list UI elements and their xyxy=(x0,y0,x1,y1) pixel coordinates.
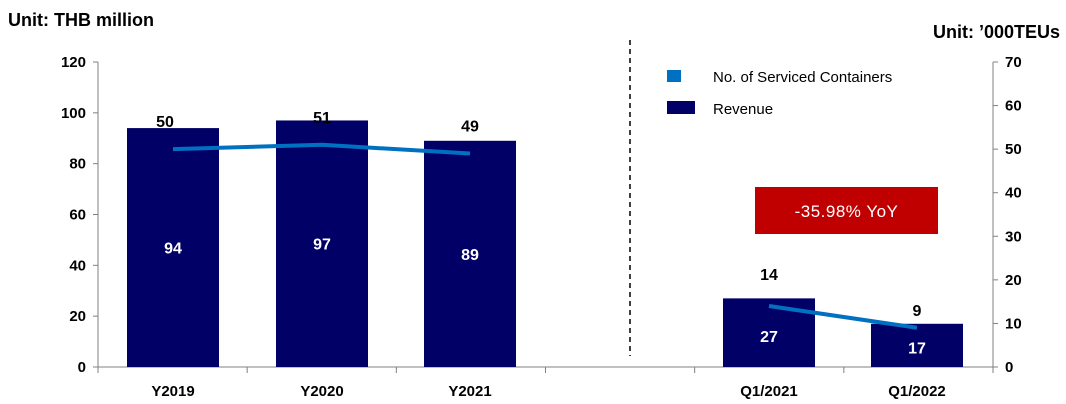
right-tick-label: 20 xyxy=(1005,272,1022,289)
legend-label-containers: No. of Serviced Containers xyxy=(713,69,892,86)
category-label: Q1/2022 xyxy=(888,383,946,400)
revenue-value-label: 27 xyxy=(760,329,778,346)
left-tick-label: 80 xyxy=(69,156,86,173)
revenue-bar xyxy=(276,120,368,367)
containers-line-segment xyxy=(768,304,918,330)
right-tick-label: 70 xyxy=(1005,54,1022,71)
yoy-callout: -35.98% YoY xyxy=(755,187,938,234)
left-tick-label: 120 xyxy=(61,54,86,71)
right-tick-label: 30 xyxy=(1005,228,1022,245)
right-axis-unit: Unit: ’000TEUs xyxy=(933,22,1060,42)
axes: 0 20 40 60 80 100 120 0 10 20 30 40 50 60 70 Y2019 Y2020… xyxy=(61,40,1022,400)
right-tick-label: 60 xyxy=(1005,98,1022,115)
left-axis-unit: Unit: THB million xyxy=(8,10,154,30)
legend-swatch-revenue xyxy=(667,101,695,114)
data-labels: 94 97 89 27 17 50 51 49 14 9 xyxy=(156,110,926,358)
revenue-bar xyxy=(424,140,516,367)
left-tick-label: 100 xyxy=(61,105,86,122)
left-tick-label: 20 xyxy=(69,308,86,325)
right-tick-label: 40 xyxy=(1005,185,1022,202)
yoy-callout-background xyxy=(755,187,938,234)
left-tick-label: 0 xyxy=(78,359,86,376)
category-label: Y2020 xyxy=(300,383,343,400)
revenue-bar xyxy=(127,128,219,367)
left-tick-label: 60 xyxy=(69,207,86,224)
containers-value-label: 9 xyxy=(913,303,922,320)
containers-line-segment xyxy=(172,142,471,156)
right-tick-label: 10 xyxy=(1005,315,1022,332)
yoy-callout-text: -35.98% YoY xyxy=(795,202,899,221)
containers-value-label: 50 xyxy=(156,114,174,131)
right-tick-label: 50 xyxy=(1005,141,1022,158)
revenue-value-label: 17 xyxy=(908,341,926,358)
category-label: Y2019 xyxy=(151,383,194,400)
category-label: Y2021 xyxy=(448,383,491,400)
containers-value-label: 49 xyxy=(461,119,479,136)
legend-label-revenue: Revenue xyxy=(713,101,773,118)
category-label: Q1/2021 xyxy=(740,383,798,400)
legend-swatch-containers xyxy=(667,70,681,82)
revenue-bars xyxy=(127,120,963,367)
revenue-value-label: 94 xyxy=(164,241,182,258)
legend: No. of Serviced Containers Revenue xyxy=(667,69,892,118)
containers-line xyxy=(172,142,918,330)
right-tick-label: 0 xyxy=(1005,359,1013,376)
revenue-value-label: 89 xyxy=(461,247,479,264)
revenue-bar xyxy=(871,323,963,367)
containers-value-label: 14 xyxy=(760,267,778,284)
left-tick-label: 40 xyxy=(69,257,86,274)
revenue-value-label: 97 xyxy=(313,237,331,254)
containers-value-label: 51 xyxy=(313,110,331,127)
